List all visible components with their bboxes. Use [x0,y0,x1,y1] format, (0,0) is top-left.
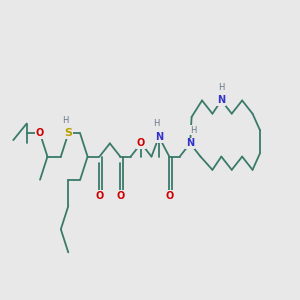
Text: H: H [190,126,196,135]
Text: O: O [165,191,173,201]
Text: H: H [153,119,159,128]
Text: H: H [218,83,224,92]
Text: N: N [217,95,225,106]
Text: H: H [62,116,68,125]
Text: S: S [64,128,72,139]
Text: N: N [155,132,163,142]
Text: N: N [186,138,194,148]
Text: O: O [137,138,145,148]
Text: O: O [116,191,124,201]
Text: O: O [95,191,104,201]
Text: O: O [36,128,44,139]
